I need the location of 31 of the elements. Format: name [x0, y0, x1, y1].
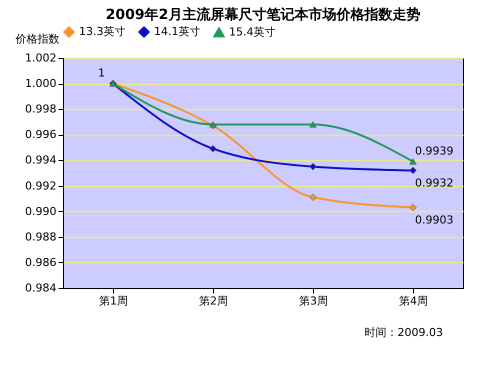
point: [409, 158, 417, 165]
x-tick-label: 第4周: [399, 294, 428, 308]
data-label: 0.9932: [415, 176, 454, 190]
y-tick-label: 0.984: [25, 282, 56, 294]
x-tick-label: 第1周: [99, 294, 128, 308]
text: 时间：2009.03: [364, 326, 443, 339]
y-tick-label: 0.998: [25, 102, 56, 116]
data-label: 0.9903: [415, 214, 454, 226]
y-tick-label: 0.996: [25, 128, 56, 142]
point: [209, 145, 217, 152]
y-tick-label: 0.986: [25, 256, 56, 269]
point: [309, 163, 317, 170]
point: [409, 166, 417, 174]
legend-label: 13.3英寸: [79, 25, 126, 38]
y-tick-label: 0.994: [25, 154, 56, 167]
x-tick-label: 第2周: [199, 294, 228, 308]
legend-label: 14.1英寸: [154, 25, 200, 38]
data-label: 1: [98, 66, 105, 80]
y-tick-label: 0.992: [25, 179, 56, 192]
y-tick-label: 0.990: [25, 204, 56, 218]
y-tick-label: 1.000: [25, 77, 56, 90]
point: [409, 204, 417, 212]
point: [309, 194, 317, 201]
y-axis-title: 价格指数: [14, 32, 60, 46]
y-tick-label: 0.988: [25, 230, 56, 244]
y-tick-label: 1.002: [25, 52, 56, 64]
chart-title: 2009年2月主流屏幕尺寸笔记本市场价格指数走势: [106, 6, 420, 23]
x-tick-label: 第3周: [299, 294, 328, 308]
point: [309, 121, 317, 128]
legend-label: 15.4英寸: [229, 25, 276, 38]
data-label: 0.9939: [415, 144, 454, 158]
